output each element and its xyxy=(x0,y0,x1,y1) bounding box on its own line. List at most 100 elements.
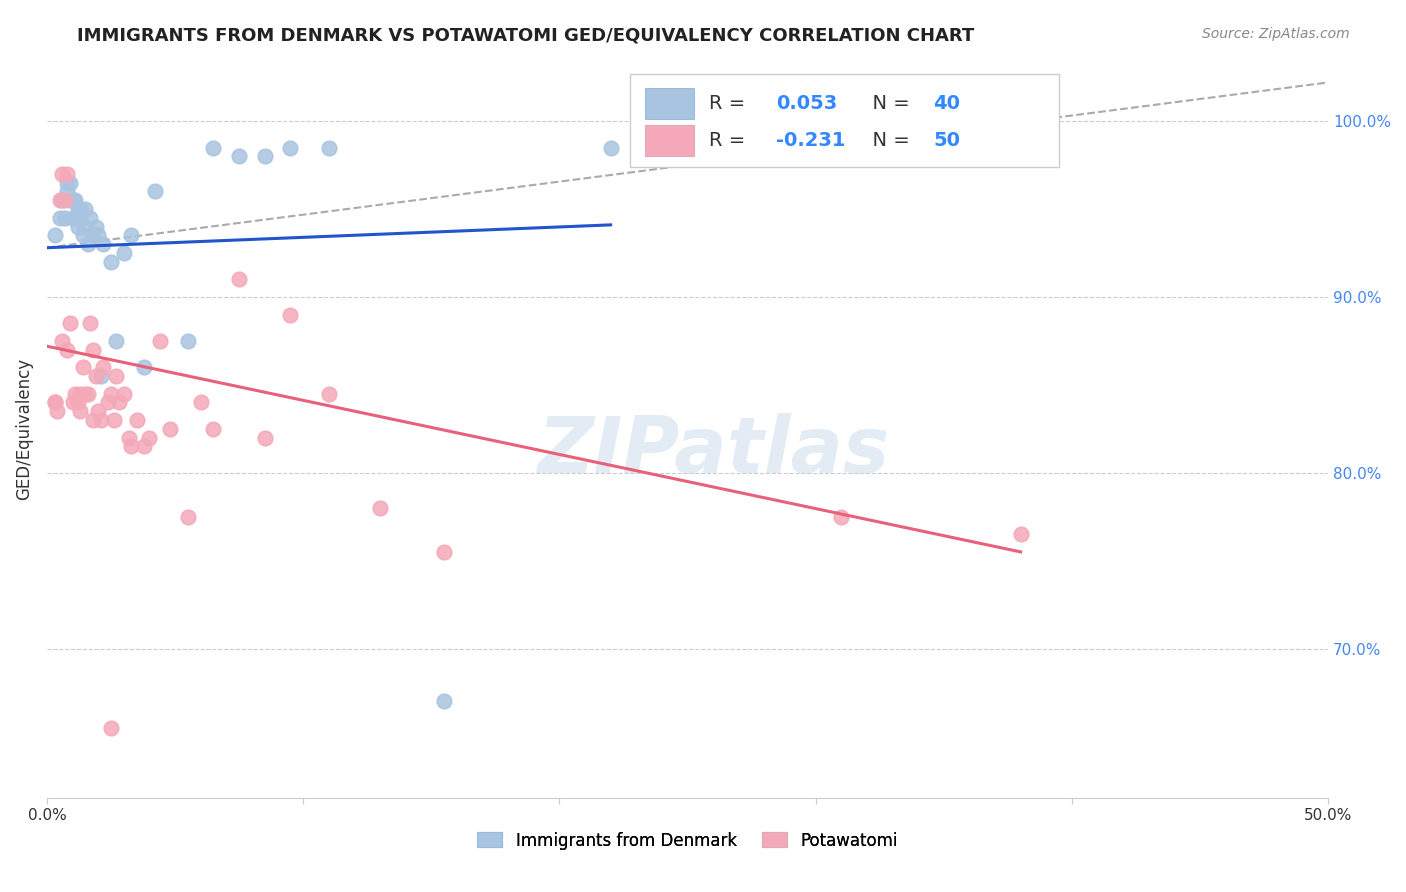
Y-axis label: GED/Equivalency: GED/Equivalency xyxy=(15,358,32,500)
Text: IMMIGRANTS FROM DENMARK VS POTAWATOMI GED/EQUIVALENCY CORRELATION CHART: IMMIGRANTS FROM DENMARK VS POTAWATOMI GE… xyxy=(77,27,974,45)
Point xyxy=(87,228,110,243)
Point xyxy=(91,237,114,252)
Point xyxy=(63,194,86,208)
Point xyxy=(69,404,91,418)
Point xyxy=(44,395,66,409)
Point xyxy=(120,439,142,453)
Point xyxy=(278,308,301,322)
Point xyxy=(105,369,128,384)
Point xyxy=(56,343,79,357)
Point xyxy=(63,386,86,401)
Point xyxy=(62,395,84,409)
Point xyxy=(51,334,73,348)
Point xyxy=(228,149,250,163)
Point xyxy=(56,176,79,190)
Point xyxy=(105,334,128,348)
Text: 0.053: 0.053 xyxy=(776,94,837,112)
Point xyxy=(368,500,391,515)
Point xyxy=(134,439,156,453)
Point xyxy=(48,194,70,208)
Point xyxy=(433,694,456,708)
Point xyxy=(318,140,340,154)
Point xyxy=(82,228,104,243)
Point xyxy=(112,386,135,401)
Point xyxy=(100,386,122,401)
Point xyxy=(75,219,97,234)
Text: 50: 50 xyxy=(934,130,960,150)
Point xyxy=(100,254,122,268)
Point xyxy=(82,413,104,427)
Point xyxy=(177,334,200,348)
Point xyxy=(53,211,76,225)
Point xyxy=(66,219,89,234)
Point xyxy=(44,395,66,409)
Point xyxy=(77,386,100,401)
Point xyxy=(599,140,621,154)
Text: 40: 40 xyxy=(934,94,960,112)
Point xyxy=(103,413,125,427)
Point xyxy=(53,194,76,208)
Point xyxy=(62,194,84,208)
Point xyxy=(177,509,200,524)
Point xyxy=(118,431,141,445)
Point xyxy=(125,413,148,427)
Text: -0.231: -0.231 xyxy=(776,130,845,150)
Point xyxy=(77,237,100,252)
Point xyxy=(44,228,66,243)
Point xyxy=(63,211,86,225)
Point xyxy=(112,246,135,260)
Text: R =: R = xyxy=(709,130,752,150)
Point xyxy=(84,369,107,384)
Point xyxy=(82,343,104,357)
Text: R =: R = xyxy=(709,94,752,112)
Point xyxy=(75,386,97,401)
Point xyxy=(48,211,70,225)
Point xyxy=(433,545,456,559)
Point xyxy=(84,219,107,234)
Legend: Immigrants from Denmark, Potawatomi: Immigrants from Denmark, Potawatomi xyxy=(471,825,904,856)
Point xyxy=(46,404,69,418)
Point xyxy=(91,360,114,375)
Point xyxy=(75,202,97,216)
Text: N =: N = xyxy=(860,94,917,112)
Point xyxy=(138,431,160,445)
Text: ZIPatlas: ZIPatlas xyxy=(537,413,889,489)
Point xyxy=(56,167,79,181)
Text: N =: N = xyxy=(860,130,917,150)
Point xyxy=(253,149,276,163)
Point xyxy=(143,185,166,199)
Point xyxy=(66,395,89,409)
Point xyxy=(87,404,110,418)
Point xyxy=(51,167,73,181)
Point xyxy=(79,211,101,225)
Point xyxy=(72,228,94,243)
Point xyxy=(190,395,212,409)
FancyBboxPatch shape xyxy=(645,87,695,119)
Point xyxy=(202,140,225,154)
Point xyxy=(202,422,225,436)
Point xyxy=(120,228,142,243)
FancyBboxPatch shape xyxy=(645,125,695,155)
Point xyxy=(90,413,112,427)
Point xyxy=(318,386,340,401)
Point xyxy=(149,334,172,348)
Point xyxy=(1010,527,1032,541)
Point xyxy=(51,194,73,208)
Point xyxy=(159,422,181,436)
Point xyxy=(90,369,112,384)
Text: Source: ZipAtlas.com: Source: ZipAtlas.com xyxy=(1202,27,1350,41)
Point xyxy=(59,176,82,190)
Point xyxy=(72,360,94,375)
Point xyxy=(59,194,82,208)
Point xyxy=(62,211,84,225)
Point xyxy=(107,395,129,409)
Point xyxy=(69,211,91,225)
Point xyxy=(69,386,91,401)
Point xyxy=(69,202,91,216)
Point xyxy=(56,185,79,199)
Point xyxy=(66,202,89,216)
Point xyxy=(253,431,276,445)
Point xyxy=(228,272,250,286)
Point xyxy=(278,140,301,154)
Point xyxy=(59,316,82,330)
